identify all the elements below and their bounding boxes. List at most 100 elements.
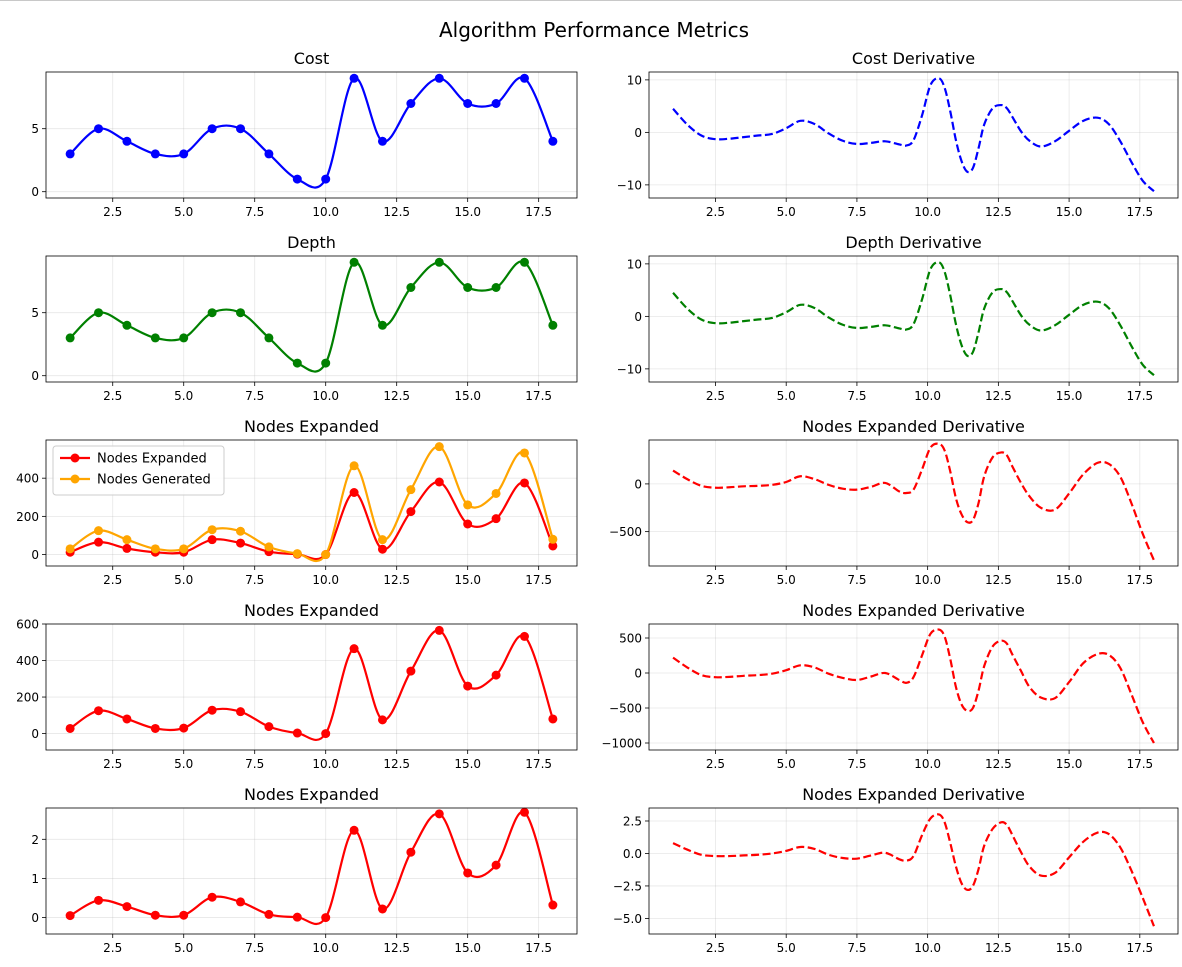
data-point [122,902,132,912]
x-tick-label: 5.0 [777,389,796,403]
x-tick-label: 2.5 [103,757,122,771]
y-tick-label: −10 [617,178,642,192]
x-tick-label: 5.0 [174,941,193,955]
series-group [672,77,1155,192]
data-point [491,283,501,292]
x-tick-label: 15.0 [454,389,481,403]
data-point [349,644,359,654]
panel-depth-derivative: Depth Derivative 2.5 5.0 7.5 10.0 12.5 15.0 17… [617,233,1179,403]
panel-depth: Depth 2.5 5.0 7.5 10.0 12.5 15.0 17.5 0 5 [31,233,578,403]
x-tick-label: 10.0 [914,757,941,771]
data-point [377,320,387,330]
x-tick-label: 5.0 [777,205,796,219]
data-point [491,488,501,498]
data-point [519,448,529,458]
legend-swatch-marker [70,474,80,484]
data-point [65,723,75,733]
data-point [179,544,189,554]
data-point [236,897,246,907]
x-tick-label: 12.5 [383,389,410,403]
axes-frame [45,439,578,567]
data-point [179,333,189,343]
data-point [122,535,132,545]
data-point [94,308,104,318]
x-tick-label: 7.5 [245,757,264,771]
x-tick-label: 7.5 [245,573,264,587]
y-tick-label: 200 [16,691,39,705]
panel-cost-derivative: Cost Derivative 2.5 5.0 7.5 10.0 12.5 15.0 17.… [617,49,1179,219]
data-point [150,333,160,343]
x-tick-label: 2.5 [706,389,725,403]
data-point [548,541,558,551]
x-tick-label: 2.5 [706,205,725,219]
data-point [463,500,473,510]
y-tick-label: 400 [16,654,39,668]
x-tick-label: 17.5 [525,573,552,587]
y-tick-label: −1000 [601,737,642,751]
derivative-line [672,77,1155,192]
series-group [672,628,1155,744]
x-tick-label: 2.5 [706,941,725,955]
data-point [349,825,359,835]
data-point [377,715,387,725]
data-point [519,73,529,83]
panel-title: Nodes Expanded [244,785,379,804]
panel-title: Nodes Expanded Derivative [802,601,1025,620]
derivative-line [672,813,1155,927]
y-tick-label: 5 [31,306,39,320]
x-tick-label: 10.0 [312,389,339,403]
data-point [548,136,558,146]
y-tick-label: 600 [16,618,39,632]
y-tick-label: −2.5 [613,879,642,893]
panel-nodes-expanded-b: Nodes Expanded 2.5 5.0 7.5 10.0 12.5 15.0 17.5… [16,601,578,771]
axes-frame [648,807,1179,935]
data-point [122,714,132,724]
y-tick-label: 2 [31,833,39,847]
data-point [434,73,444,83]
series-group [672,261,1155,377]
y-tick-label: 0 [31,548,39,562]
data-point [548,534,558,544]
x-tick-label: 7.5 [847,205,866,219]
derivative-line [672,442,1155,561]
x-tick-label: 10.0 [914,205,941,219]
data-point [406,666,416,676]
data-point [406,847,416,857]
y-tick-label: 10 [627,257,642,271]
data-point [377,535,387,545]
data-point [434,257,444,267]
x-tick-label: 15.0 [454,573,481,587]
data-point [150,723,160,733]
data-point [94,537,104,547]
data-point [264,909,274,919]
x-tick-label: 7.5 [847,941,866,955]
data-point [292,358,302,368]
data-point [179,910,189,920]
data-point [94,526,104,536]
data-point [65,544,75,554]
y-tick-label: −5.0 [613,912,642,926]
data-point [321,174,331,184]
top-border-line [0,0,1182,1]
x-tick-label: 7.5 [245,389,264,403]
y-tick-label: 200 [16,510,39,524]
data-point [434,809,444,819]
x-tick-label: 15.0 [454,941,481,955]
x-tick-label: 12.5 [383,573,410,587]
series-group [69,629,554,741]
x-tick-label: 7.5 [847,573,866,587]
data-point [463,99,473,108]
data-point [519,478,529,488]
x-tick-label: 7.5 [847,389,866,403]
y-tick-label: 0 [634,310,642,324]
y-tick-label: 0 [31,911,39,925]
figure-title: Algorithm Performance Metrics [439,18,749,42]
panel-title: Nodes Expanded Derivative [802,417,1025,436]
data-point [207,525,217,535]
x-tick-label: 17.5 [525,757,552,771]
panel-nodes-expanded-c: Nodes Expanded 2.5 5.0 7.5 10.0 12.5 15.0 17.5… [31,785,578,955]
y-tick-label: 0 [634,667,642,681]
data-point [292,728,302,738]
x-tick-label: 12.5 [985,389,1012,403]
data-point [349,461,359,471]
